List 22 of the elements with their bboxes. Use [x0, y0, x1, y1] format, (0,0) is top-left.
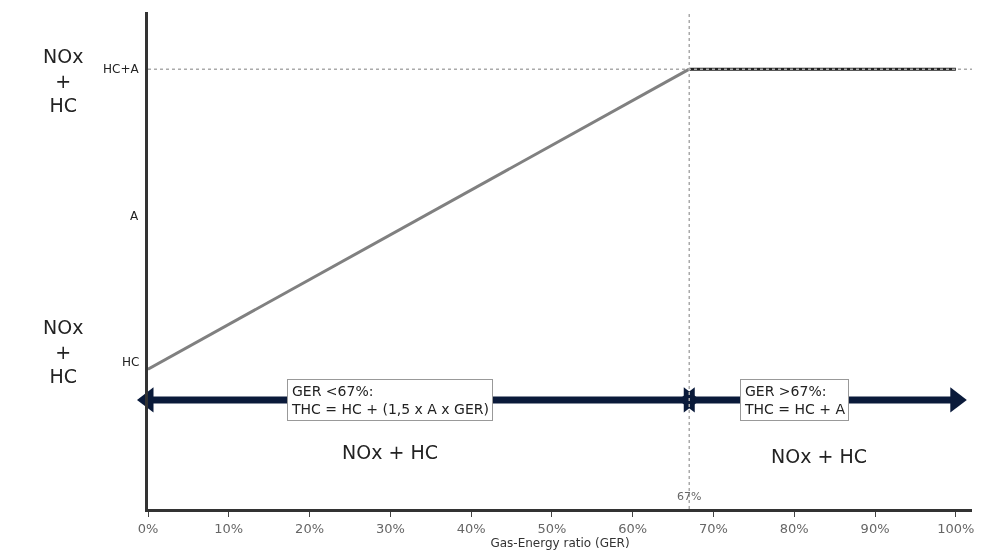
- annotation: GER <67%: THC = HC + (1,5 x A x GER): [291, 383, 489, 418]
- annotation: NOx + HC: [342, 441, 438, 463]
- x-tick-label: 90%: [860, 520, 890, 536]
- x-axis-title: Gas-Energy ratio (GER): [490, 535, 630, 550]
- x-tick-label: 30%: [375, 520, 405, 536]
- x-tick-label: 20%: [295, 520, 325, 536]
- text: HC+A: [103, 62, 140, 76]
- ref-line-label: 67%: [677, 490, 702, 503]
- x-tick-label: 80%: [779, 520, 809, 536]
- annotation: NOx + HC: [771, 445, 867, 467]
- annotation: GER >67%: THC = HC + A: [744, 383, 846, 418]
- x-tick-label: 60%: [618, 520, 648, 536]
- text: NOx + HC: [43, 45, 84, 117]
- x-tick-label: 50%: [537, 520, 567, 536]
- x-tick-label: 10%: [214, 520, 244, 536]
- x-tick-label: 0%: [137, 520, 159, 536]
- x-tick-label: 70%: [699, 520, 728, 536]
- x-tick-label: 100%: [937, 520, 975, 536]
- text: HC: [122, 355, 140, 369]
- x-tick-label: 40%: [456, 520, 486, 536]
- text: A: [130, 209, 139, 223]
- text: NOx + HC: [43, 316, 84, 388]
